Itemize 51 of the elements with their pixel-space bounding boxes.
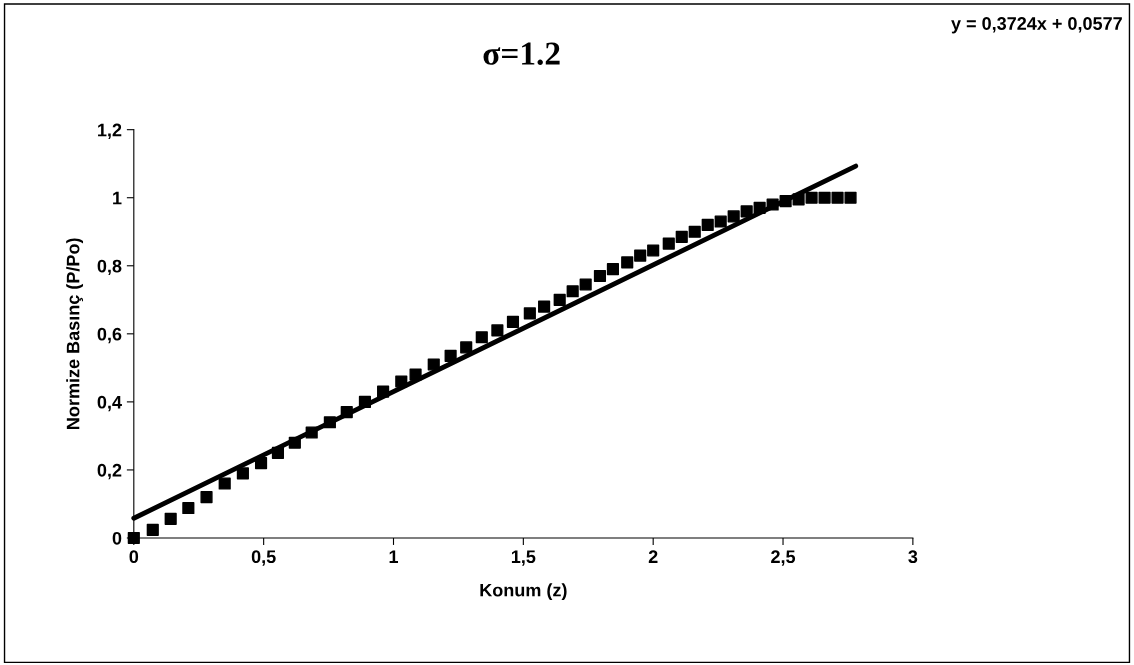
point — [662, 237, 675, 250]
point — [164, 512, 177, 526]
y-axis-title: Normize Basınç (P/Po) — [66, 238, 84, 429]
text: y = 0,3724x + 0,0577 — [951, 17, 1122, 34]
y-tick-label: 0,6 — [97, 327, 122, 344]
x-tick-label: 1 — [389, 550, 399, 563]
chart-title: σ=1.2 — [483, 42, 560, 66]
point — [593, 269, 607, 283]
point — [844, 191, 857, 204]
x-tick-label: 2 — [648, 550, 658, 563]
point — [236, 467, 249, 480]
point — [200, 491, 213, 504]
point — [553, 293, 566, 306]
point — [460, 341, 473, 354]
x-tick-label: 3 — [908, 550, 918, 564]
point — [818, 191, 831, 204]
point — [675, 230, 688, 243]
x-axis-title: Konum (z) — [480, 583, 567, 601]
point — [688, 225, 701, 238]
point — [634, 249, 647, 262]
y-tick-label: 0,8 — [97, 259, 122, 276]
point — [621, 256, 634, 269]
point — [831, 191, 844, 204]
point — [714, 215, 727, 228]
point — [427, 358, 440, 371]
point — [606, 263, 620, 276]
x-tick-label: 0 — [129, 550, 139, 564]
point — [701, 218, 714, 232]
point — [566, 285, 579, 298]
point — [579, 278, 592, 291]
point — [538, 300, 551, 313]
x-tick-label: 1,5 — [511, 550, 536, 566]
point — [647, 244, 660, 257]
point — [146, 523, 159, 536]
point — [805, 191, 818, 204]
point — [218, 477, 231, 490]
point — [475, 331, 488, 344]
y-tick-label: 0,2 — [97, 463, 122, 480]
y-tick-label: 1,2 — [98, 123, 122, 140]
point — [491, 324, 504, 337]
y-tick-label: 0,4 — [97, 395, 122, 412]
x-tick-label: 2,5 — [771, 550, 796, 566]
point — [727, 210, 740, 223]
y-tick-label: 0 — [112, 531, 122, 545]
x-tick-label: 0,5 — [251, 550, 276, 566]
point — [127, 531, 140, 545]
point — [740, 205, 753, 218]
point — [506, 315, 520, 328]
point — [182, 501, 195, 515]
point — [523, 307, 536, 320]
y-tick-label: 1 — [113, 191, 122, 205]
